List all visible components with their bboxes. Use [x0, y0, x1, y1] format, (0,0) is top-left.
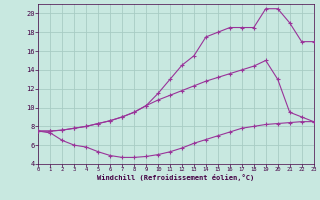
X-axis label: Windchill (Refroidissement éolien,°C): Windchill (Refroidissement éolien,°C) — [97, 174, 255, 181]
